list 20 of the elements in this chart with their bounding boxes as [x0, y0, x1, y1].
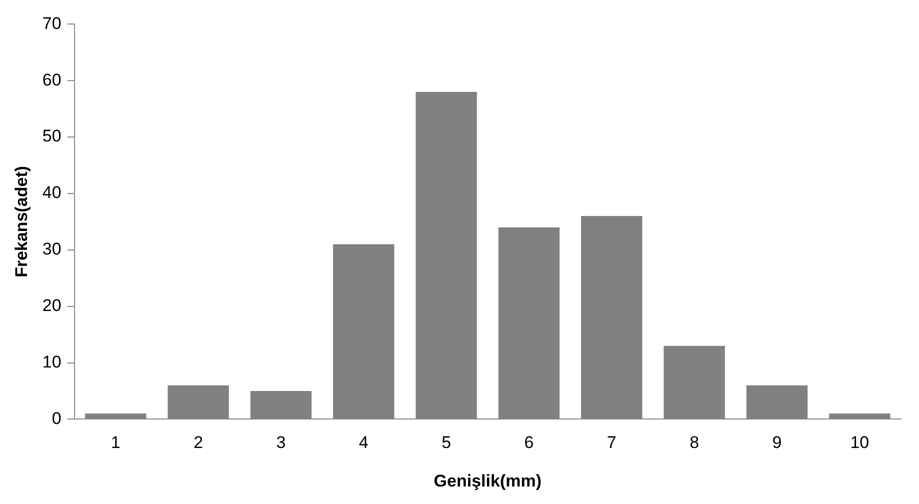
y-tick-label: 70 [42, 14, 62, 33]
y-tick-label: 40 [42, 183, 62, 202]
y-tick-label: 10 [42, 352, 62, 372]
y-tick-label: 60 [42, 70, 62, 90]
x-tick-label: 3 [276, 433, 286, 452]
x-tick-label: 5 [442, 433, 452, 452]
y-tick-label: 30 [42, 240, 62, 259]
y-axis-title: Frekans(adet) [12, 166, 31, 278]
x-tick-label: 8 [690, 433, 700, 452]
x-tick-label: 1 [110, 433, 120, 452]
x-tick-label: 7 [606, 433, 616, 452]
y-tick-label: 0 [52, 408, 62, 428]
x-tick-label: 9 [772, 433, 782, 452]
y-tick-label: 50 [42, 126, 62, 146]
x-tick-label: 4 [358, 433, 368, 452]
x-tick-label: 2 [194, 433, 204, 452]
x-tick-label: 10 [850, 433, 870, 452]
y-tick-label: 20 [42, 296, 62, 316]
x-axis-title: Genişlik(mm) [434, 471, 542, 490]
x-tick-label: 6 [524, 433, 534, 452]
